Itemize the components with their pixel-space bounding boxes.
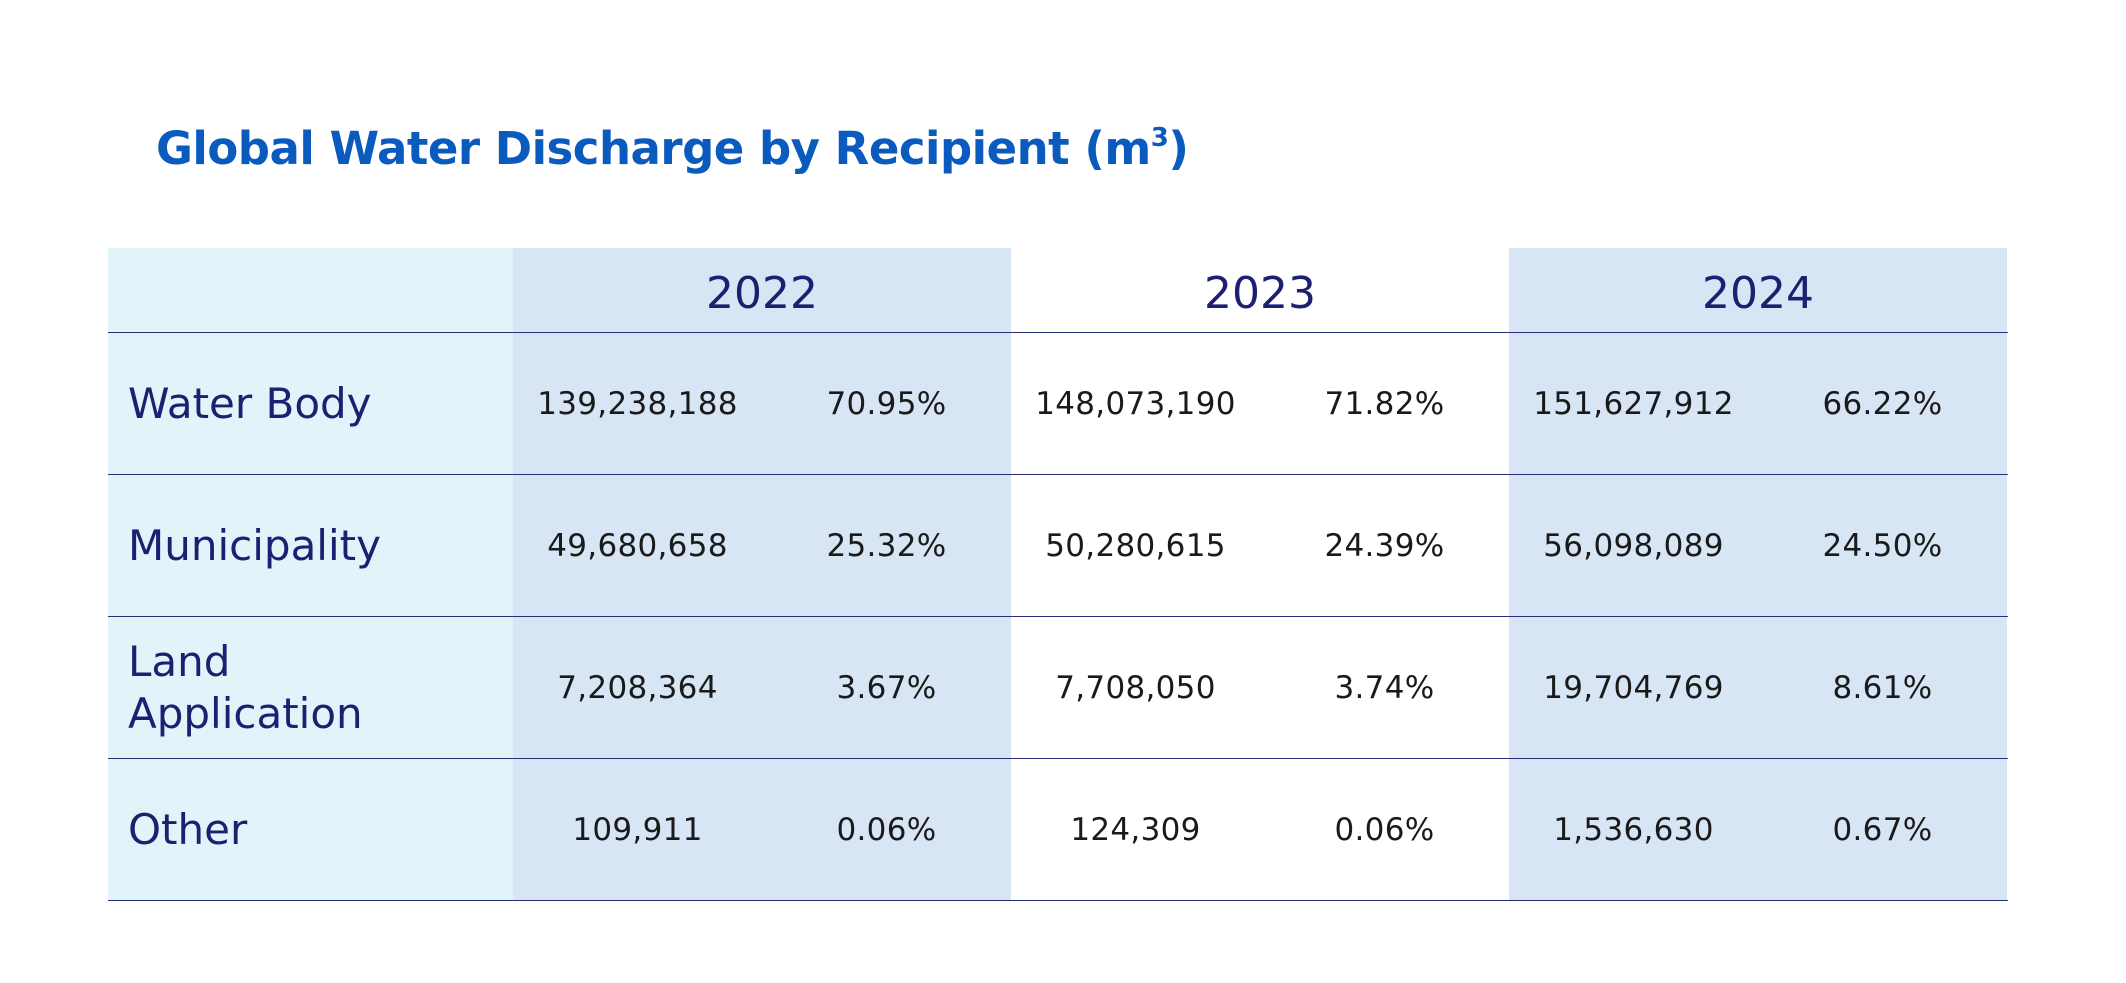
discharge-table: 2022 2023 2024 Water Body 139,238,188 70… — [108, 248, 2008, 901]
volume-2023: 148,073,190 — [1011, 333, 1260, 474]
share-2023: 3.74% — [1260, 617, 1509, 758]
table-row-other: Other 109,911 0.06% 124,309 0.06% 1,536,… — [108, 759, 2008, 901]
share-2023: 0.06% — [1260, 759, 1509, 900]
share-2023: 71.82% — [1260, 333, 1509, 474]
volume-2023: 7,708,050 — [1011, 617, 1260, 758]
share-2022: 0.06% — [762, 759, 1011, 900]
volume-2022: 139,238,188 — [513, 333, 762, 474]
table-row-water-body: Water Body 139,238,188 70.95% 148,073,19… — [108, 333, 2008, 475]
volume-2024: 56,098,089 — [1509, 475, 1758, 616]
table-row-municipality: Municipality 49,680,658 25.32% 50,280,61… — [108, 475, 2008, 617]
volume-2024: 19,704,769 — [1509, 617, 1758, 758]
volume-2022: 7,208,364 — [513, 617, 762, 758]
title-superscript: 3 — [1150, 123, 1169, 153]
page-title: Global Water Discharge by Recipient (m3) — [156, 122, 1189, 175]
row-label: Land Application — [108, 617, 513, 758]
share-2024: 66.22% — [1758, 333, 2007, 474]
share-2023: 24.39% — [1260, 475, 1509, 616]
row-label: Other — [108, 759, 513, 900]
volume-2022: 109,911 — [513, 759, 762, 900]
year-header-2022: 2022 — [513, 248, 1011, 332]
row-label: Municipality — [108, 475, 513, 616]
year-header-2024: 2024 — [1509, 248, 2007, 332]
table-row-land-application: Land Application 7,208,364 3.67% 7,708,0… — [108, 617, 2008, 759]
volume-2023: 124,309 — [1011, 759, 1260, 900]
table-header-row: 2022 2023 2024 — [108, 248, 2008, 333]
share-2022: 3.67% — [762, 617, 1011, 758]
share-2024: 8.61% — [1758, 617, 2007, 758]
share-2024: 24.50% — [1758, 475, 2007, 616]
volume-2023: 50,280,615 — [1011, 475, 1260, 616]
share-2022: 25.32% — [762, 475, 1011, 616]
share-2024: 0.67% — [1758, 759, 2007, 900]
header-corner-cell — [108, 248, 513, 332]
row-label: Water Body — [108, 333, 513, 474]
volume-2024: 151,627,912 — [1509, 333, 1758, 474]
share-2022: 70.95% — [762, 333, 1011, 474]
volume-2022: 49,680,658 — [513, 475, 762, 616]
volume-2024: 1,536,630 — [1509, 759, 1758, 900]
year-header-2023: 2023 — [1011, 248, 1509, 332]
